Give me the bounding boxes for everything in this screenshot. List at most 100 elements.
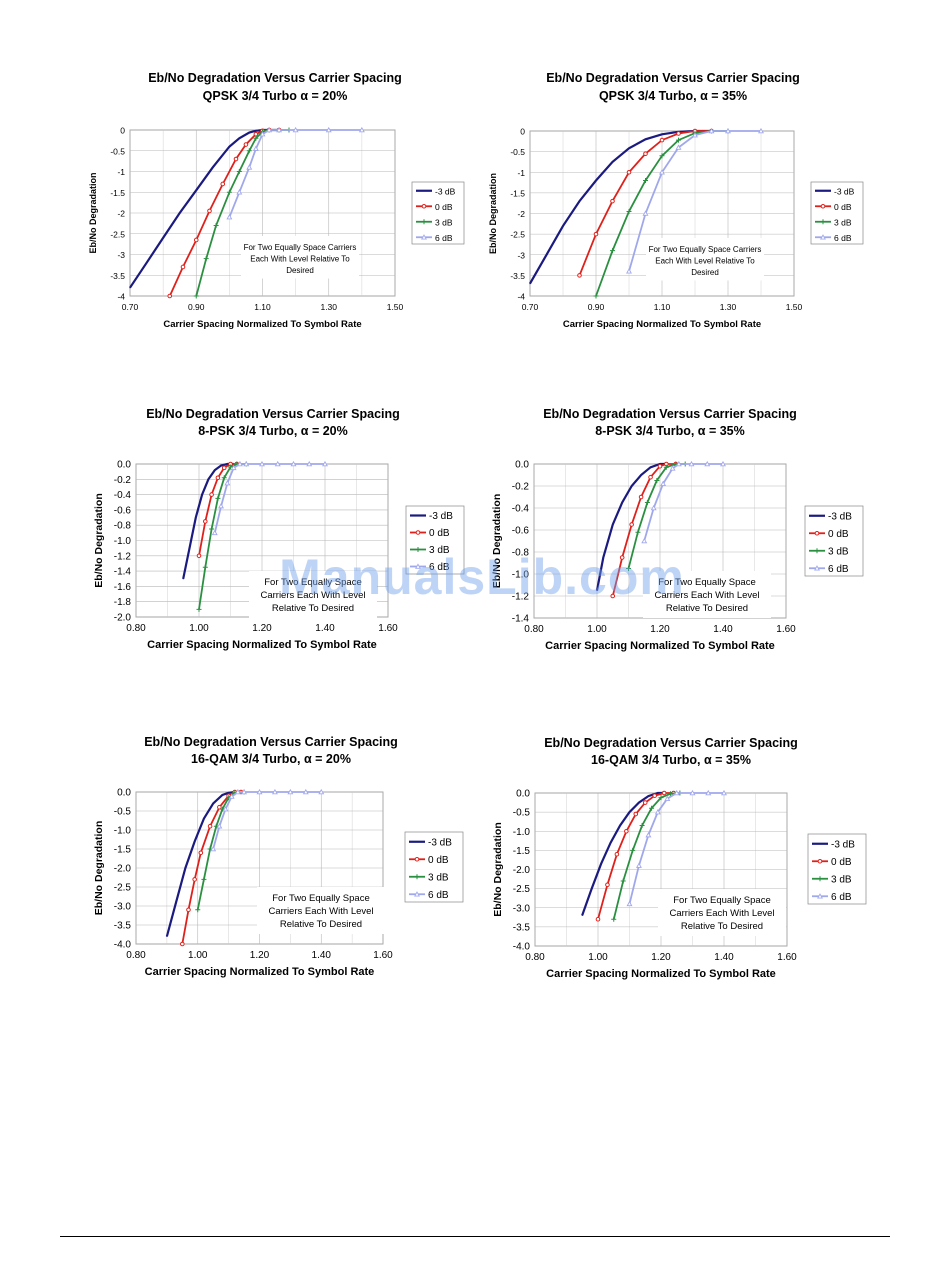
y-tick-label: -0.4 <box>114 490 132 501</box>
data-point-6-db <box>318 788 325 795</box>
data-point-minus3-db <box>591 888 593 890</box>
data-point-0-db <box>196 553 202 559</box>
data-point-minus3-db <box>220 464 222 467</box>
data-point-6-db <box>216 823 223 829</box>
annotation-box <box>658 889 786 936</box>
legend-marker-0-db <box>817 858 823 864</box>
annotation-line: For Two Equally Space Carriers <box>244 243 357 252</box>
data-point-3-db <box>626 208 632 214</box>
series-6-db <box>211 460 328 536</box>
data-point-0-db <box>661 790 667 796</box>
data-point-minus3-db <box>214 469 216 471</box>
data-point-0-db <box>207 823 213 829</box>
data-point-3-db <box>639 823 645 829</box>
data-point-3-db <box>654 478 660 483</box>
data-point-minus3-db <box>661 133 663 135</box>
y-tick-label: -2.0 <box>513 865 531 876</box>
data-point-3-db <box>610 248 615 254</box>
y-tick-label: -3 <box>117 250 125 260</box>
y-tick-label: -0.8 <box>512 548 530 559</box>
y-tick-label: -3.5 <box>114 921 132 932</box>
data-point-3-db <box>644 500 650 505</box>
data-point-0-db <box>198 850 204 856</box>
data-point-0-db <box>186 907 191 913</box>
legend-label-3-db: 3 dB <box>831 874 852 885</box>
y-tick-label: -1.5 <box>510 188 525 198</box>
data-point-0-db <box>619 555 625 560</box>
y-tick-label: 0.0 <box>117 460 131 471</box>
y-tick-label: -0.4 <box>512 504 530 515</box>
y-tick-label: 0 <box>120 126 125 136</box>
data-point-minus3-db <box>207 478 210 480</box>
chart-subtitle: 16-QAM 3/4 Turbo, α = 20% <box>191 752 351 766</box>
legend-marker-3-db <box>817 876 823 882</box>
legend: -3 dB 0 dB 3 dB 6 dB <box>404 831 464 903</box>
series-6-db <box>226 126 365 220</box>
data-point-6-db <box>325 126 332 133</box>
annotation-box <box>241 236 359 279</box>
data-point-minus3-db <box>221 794 224 796</box>
data-point-6-db <box>635 862 642 868</box>
data-point-3-db <box>202 564 208 570</box>
data-point-minus3-db <box>578 200 581 202</box>
data-point-6-db <box>211 529 218 536</box>
data-point-0-db <box>626 169 632 175</box>
x-tick-label: 1.50 <box>387 302 404 312</box>
legend-label-6-db: 6 dB <box>429 562 450 573</box>
x-axis-label: Carrier Spacing Normalized To Symbol Rat… <box>147 639 377 651</box>
chart-qpsk-20: Eb/No Degradation Versus Carrier Spacing… <box>88 71 465 330</box>
y-tick-label: -4 <box>517 292 525 302</box>
data-point-minus3-db <box>545 254 548 256</box>
data-point-6-db <box>669 465 676 471</box>
series-3-db <box>196 461 249 612</box>
y-tick-label: -1.5 <box>110 188 125 198</box>
data-point-minus3-db <box>184 867 186 869</box>
data-point-3-db <box>246 148 252 154</box>
data-point-3-db <box>226 189 232 195</box>
data-point-minus3-db <box>182 578 184 580</box>
series-line-6-db <box>643 463 723 542</box>
data-point-0-db <box>652 793 657 798</box>
data-point-0-db <box>642 800 648 805</box>
y-tick-label: 0 <box>520 127 525 137</box>
data-point-6-db <box>236 460 243 467</box>
x-tick-label: 0.90 <box>588 302 605 312</box>
data-point-minus3-db <box>228 792 230 794</box>
y-tick-label: -2.0 <box>114 613 132 624</box>
data-point-minus3-db <box>195 189 197 191</box>
data-point-0-db <box>610 593 616 599</box>
data-point-3-db <box>659 153 665 159</box>
x-tick-label: 1.30 <box>320 302 337 312</box>
annotation-line: Desired <box>691 268 719 277</box>
y-tick-label: -4.0 <box>513 942 531 953</box>
data-point-minus3-db <box>255 130 257 132</box>
data-point-6-db <box>306 460 313 467</box>
x-tick-label: 1.40 <box>315 623 335 634</box>
data-point-3-db <box>611 916 617 922</box>
legend-label-6-db: 6 dB <box>831 892 852 903</box>
annotation-line: Carriers Each With Level <box>260 590 365 601</box>
legend-label-minus3-db: -3 dB <box>435 186 456 196</box>
data-point-minus3-db <box>129 287 131 289</box>
data-point-6-db <box>725 127 731 134</box>
data-point-0-db <box>638 494 644 500</box>
legend-marker-minus3-db <box>423 190 425 192</box>
x-tick-label: 0.80 <box>126 623 146 634</box>
x-tick-label: 1.40 <box>312 950 332 961</box>
x-tick-label: 1.40 <box>714 952 734 963</box>
data-point-minus3-db <box>649 466 652 468</box>
legend-label-6-db: 6 dB <box>834 233 852 243</box>
y-axis-label: Eb/No Degradation <box>492 822 504 917</box>
y-tick-label: 0.0 <box>117 788 131 799</box>
data-point-0-db <box>167 293 173 299</box>
x-tick-label: 1.10 <box>654 302 671 312</box>
legend-label-0-db: 0 dB <box>831 857 852 868</box>
data-point-minus3-db <box>638 801 640 804</box>
footer-rule <box>60 1236 890 1237</box>
data-point-0-db <box>659 137 665 143</box>
annotation-box <box>257 887 385 934</box>
x-tick-label: 1.40 <box>713 624 733 635</box>
legend-marker-3-db <box>814 548 820 554</box>
data-point-minus3-db <box>162 237 164 239</box>
annotation-line: Relative To Desired <box>681 921 763 932</box>
